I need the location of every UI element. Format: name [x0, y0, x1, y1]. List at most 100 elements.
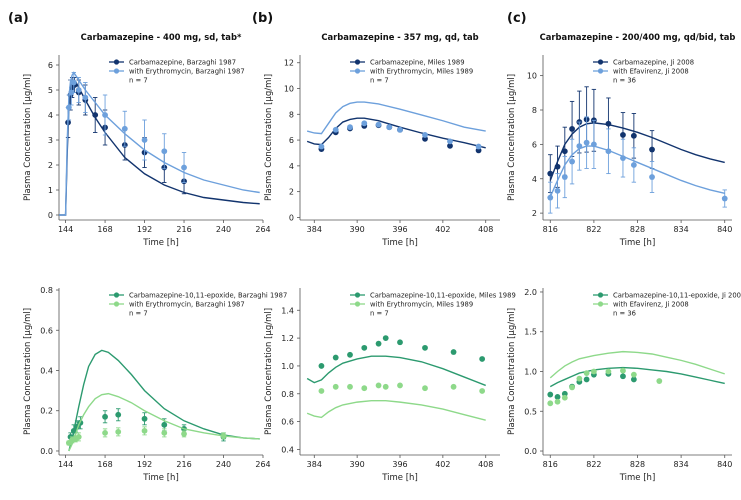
- observed-point: [332, 126, 339, 133]
- chart-title: Carbamazepine - 400 mg, sd, tab*: [81, 32, 242, 42]
- series-light-blue: [59, 71, 260, 216]
- x-tick-label: 396: [392, 225, 407, 234]
- observed-point: [590, 368, 597, 375]
- observed-point: [561, 174, 568, 180]
- observed-point: [68, 89, 75, 96]
- y-tick-label: 0.4: [40, 366, 53, 375]
- y-tick-label: 2: [532, 209, 537, 218]
- x-tick-label: 384: [307, 225, 322, 234]
- observed-point: [630, 132, 637, 139]
- observed-point: [375, 121, 382, 128]
- observed-point: [583, 376, 590, 383]
- observed-point: [141, 415, 148, 422]
- simulated-line: [549, 122, 725, 181]
- y-tick-label: 0.0: [40, 447, 53, 456]
- legend-label: with Erythromycin, Barzaghi 1987: [129, 67, 245, 75]
- y-tick-label: 6: [532, 140, 537, 149]
- simulated-line: [306, 101, 486, 135]
- legend-marker: [113, 68, 120, 74]
- x-tick-label: 822: [586, 460, 601, 469]
- legend-label: with Erythromycin, Miles 1989: [370, 67, 473, 75]
- panel-label: (a): [8, 11, 29, 26]
- y-axis-label: Plasma Concentration [µg/ml]: [23, 74, 33, 201]
- observed-point: [450, 349, 457, 355]
- x-tick-label: 816: [543, 460, 558, 469]
- observed-point: [375, 382, 382, 389]
- observed-point: [450, 383, 457, 390]
- observed-point: [70, 427, 77, 434]
- legend-label: Carbamazepine-10,11-epoxide, Ji 2008: [613, 291, 741, 299]
- observed-point: [447, 138, 453, 145]
- x-tick-label: 144: [58, 225, 73, 234]
- y-axis-label: Plasma Concentration [µg/ml]: [507, 74, 517, 201]
- observed-point: [547, 170, 554, 177]
- y-tick-label: 1.0: [281, 362, 294, 371]
- observed-point: [318, 363, 325, 369]
- simulated-line: [68, 349, 260, 452]
- simulated-line: [549, 350, 725, 379]
- x-tick-label: 408: [478, 225, 493, 234]
- chart-title: Carbamazepine - 200/400 mg, qd/bid, tab: [540, 32, 736, 42]
- observed-point: [422, 132, 428, 138]
- observed-point: [318, 388, 325, 394]
- y-tick-label: 1.2: [281, 334, 294, 343]
- observed-point: [547, 400, 554, 407]
- x-tick-label: 828: [630, 460, 645, 469]
- chart-title: Carbamazepine - 357 mg, qd, tab: [321, 32, 478, 42]
- observed-point: [590, 141, 597, 148]
- observed-point: [547, 391, 554, 398]
- observed-point: [181, 164, 187, 171]
- observed-point: [583, 139, 590, 146]
- series-light-green: [65, 392, 260, 452]
- y-tick-label: 0.8: [40, 286, 53, 295]
- x-axis-label: Time [h]: [619, 238, 656, 248]
- y-tick-label: 10: [527, 72, 537, 81]
- series-light-blue: [547, 116, 728, 214]
- legend: Carbamazepine-10,11-epoxide, Barzaghi 19…: [109, 291, 287, 317]
- observed-point: [479, 356, 486, 362]
- legend-n-label: n = 36: [613, 309, 636, 317]
- legend-marker: [113, 301, 120, 307]
- y-tick-label: 0: [289, 213, 294, 222]
- simulated-line: [549, 366, 725, 388]
- chart-c_top: (c) Carbamazepine - 200/400 mg, qd/bid, t…: [507, 11, 735, 248]
- chart-c_bot: 816 822 828 834 840 0.0 0.5 1.0 1.5 2.0 Time [h] Pl…: [507, 288, 741, 483]
- y-tick-label: 12: [284, 59, 294, 68]
- y-tick-label: 4: [532, 175, 537, 184]
- observed-point: [102, 429, 108, 436]
- x-tick-label: 264: [255, 460, 270, 469]
- observed-point: [397, 126, 403, 133]
- observed-point: [554, 187, 561, 194]
- y-tick-label: 0.5: [524, 407, 537, 416]
- observed-point: [361, 120, 368, 127]
- y-tick-label: 8: [289, 110, 294, 119]
- legend-label: Carbamazepine, Barzaghi 1987: [129, 58, 236, 66]
- x-tick-label: 240: [216, 460, 231, 469]
- legend-marker: [113, 292, 120, 298]
- x-tick-label: 834: [673, 460, 688, 469]
- observed-point: [547, 194, 554, 201]
- y-tick-label: 5: [48, 86, 53, 95]
- observed-point: [102, 112, 108, 118]
- legend-n-label: n = 7: [370, 76, 389, 84]
- panel-label: (c): [507, 11, 527, 26]
- observed-point: [475, 143, 482, 150]
- observed-point: [561, 390, 568, 397]
- series-light-green: [306, 382, 486, 421]
- y-tick-label: 2: [48, 161, 53, 170]
- x-tick-label: 216: [176, 225, 191, 234]
- observed-point: [102, 413, 108, 420]
- observed-point: [576, 375, 583, 382]
- observed-point: [605, 120, 612, 127]
- observed-point: [141, 427, 148, 434]
- series-light-blue: [306, 101, 486, 150]
- series-light-green: [547, 350, 725, 407]
- x-tick-label: 168: [97, 225, 112, 234]
- observed-point: [382, 335, 389, 341]
- observed-point: [121, 125, 128, 132]
- legend-marker: [354, 301, 361, 307]
- y-axis-label: Plasma Concentration [µg/ml]: [507, 308, 517, 435]
- observed-point: [620, 367, 626, 374]
